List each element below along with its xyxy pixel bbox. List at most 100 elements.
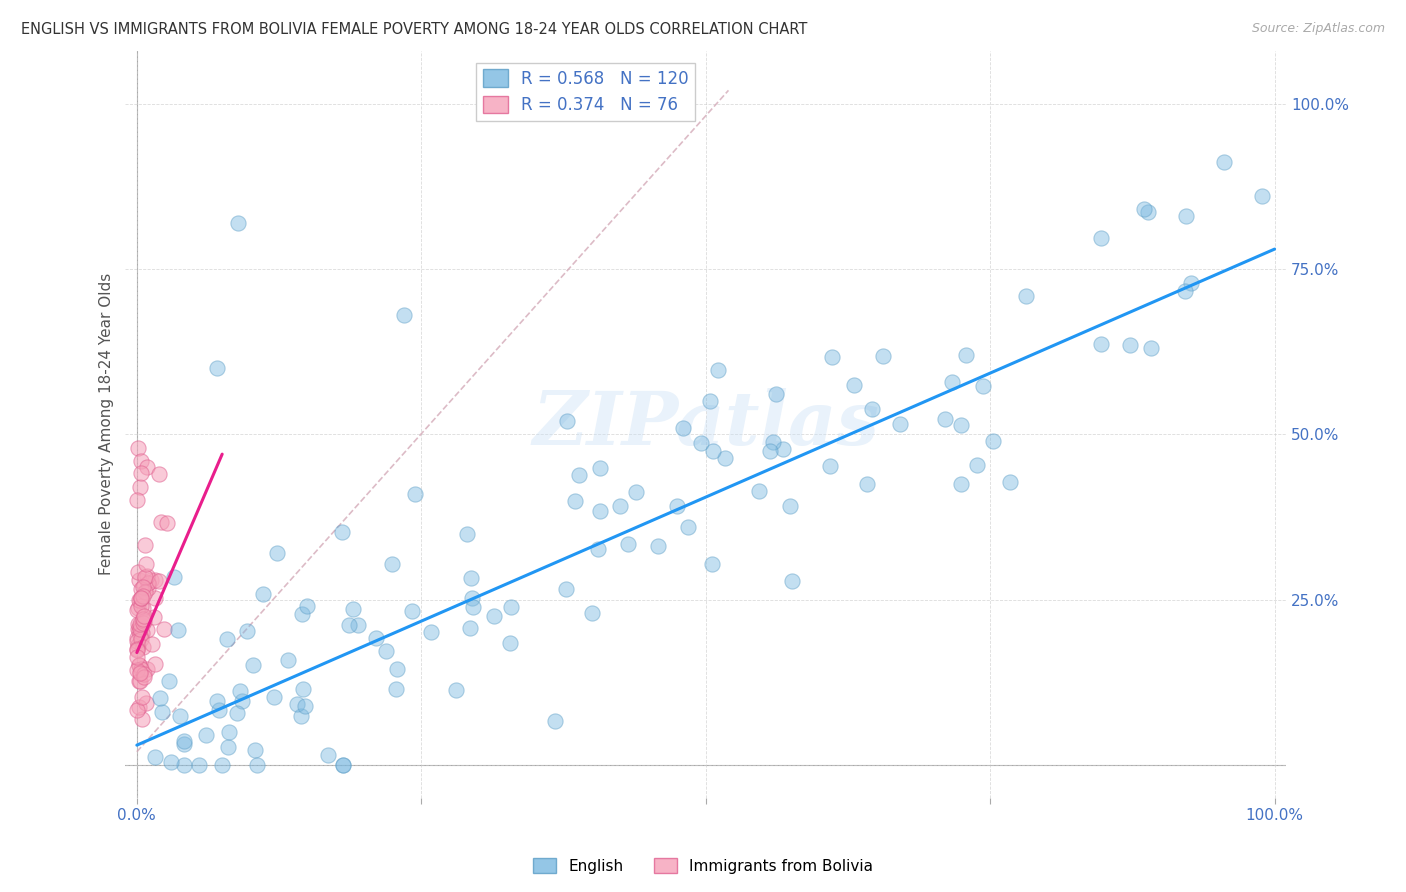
Point (699, 394, 721, 409)
Point (131, 712, 153, 726)
Point (972, 378, 994, 392)
Point (131, 610, 153, 624)
Point (707, 362, 730, 376)
Point (132, 589, 155, 603)
Point (226, 216, 249, 230)
Point (127, 617, 149, 632)
Point (856, 476, 879, 491)
Point (934, 412, 956, 426)
Point (173, 734, 195, 748)
Point (291, 607, 314, 622)
Point (132, 580, 155, 594)
Point (127, 600, 149, 615)
Point (132, 615, 155, 630)
Point (128, 658, 150, 673)
Point (1139, 341, 1161, 355)
Point (589, 461, 612, 475)
Point (127, 622, 149, 636)
Point (143, 750, 166, 764)
Point (135, 663, 157, 677)
Point (163, 570, 186, 584)
Point (889, 417, 911, 431)
Point (1015, 289, 1038, 303)
Point (1212, 155, 1234, 169)
Point (295, 599, 318, 613)
Point (689, 435, 711, 450)
Point (136, 575, 159, 590)
Point (380, 557, 402, 571)
Point (1119, 338, 1142, 352)
Point (1000, 475, 1022, 489)
Point (772, 442, 794, 456)
Point (131, 454, 153, 468)
Point (821, 350, 844, 364)
Point (860, 401, 883, 416)
Point (157, 674, 180, 689)
Point (246, 758, 269, 772)
Point (211, 758, 233, 772)
Point (148, 467, 170, 481)
Point (149, 691, 172, 706)
Point (127, 650, 149, 665)
Point (128, 593, 150, 607)
Point (1090, 231, 1112, 245)
Point (950, 417, 973, 432)
Point (588, 541, 610, 556)
Point (187, 758, 209, 772)
Point (129, 480, 152, 494)
Point (759, 444, 782, 458)
Point (173, 737, 195, 751)
Point (624, 485, 647, 500)
Point (129, 591, 152, 605)
Point (169, 709, 191, 723)
Point (941, 376, 963, 390)
Point (955, 348, 977, 362)
Point (226, 706, 249, 721)
Point (143, 591, 166, 606)
Y-axis label: Female Poverty Among 18-24 Year Olds: Female Poverty Among 18-24 Year Olds (100, 273, 114, 575)
Point (581, 606, 603, 620)
Point (127, 643, 149, 657)
Point (129, 662, 152, 676)
Point (419, 625, 441, 640)
Point (332, 758, 354, 772)
Point (132, 608, 155, 623)
Point (966, 458, 988, 473)
Point (128, 657, 150, 672)
Point (844, 377, 866, 392)
Point (141, 637, 163, 651)
Point (555, 414, 578, 428)
Point (229, 683, 252, 698)
Point (207, 703, 229, 717)
Point (150, 705, 173, 719)
Point (129, 599, 152, 613)
Point (242, 657, 264, 672)
Point (139, 573, 162, 587)
Point (132, 614, 155, 628)
Point (128, 622, 150, 636)
Point (461, 591, 484, 605)
Point (127, 638, 149, 652)
Point (277, 653, 299, 667)
Point (132, 666, 155, 681)
Point (135, 568, 157, 582)
Point (153, 622, 176, 636)
Point (218, 725, 240, 739)
Point (460, 571, 482, 585)
Point (134, 584, 156, 599)
Point (159, 755, 181, 769)
Point (872, 349, 894, 363)
Point (127, 441, 149, 455)
Point (342, 601, 364, 615)
Point (131, 582, 153, 596)
Text: ZIPatlas: ZIPatlas (533, 388, 879, 460)
Point (132, 640, 155, 655)
Point (292, 681, 315, 696)
Point (134, 537, 156, 551)
Point (136, 581, 159, 595)
Point (499, 599, 522, 614)
Point (129, 466, 152, 480)
Point (1180, 276, 1202, 290)
Point (231, 694, 253, 708)
Point (215, 632, 238, 646)
